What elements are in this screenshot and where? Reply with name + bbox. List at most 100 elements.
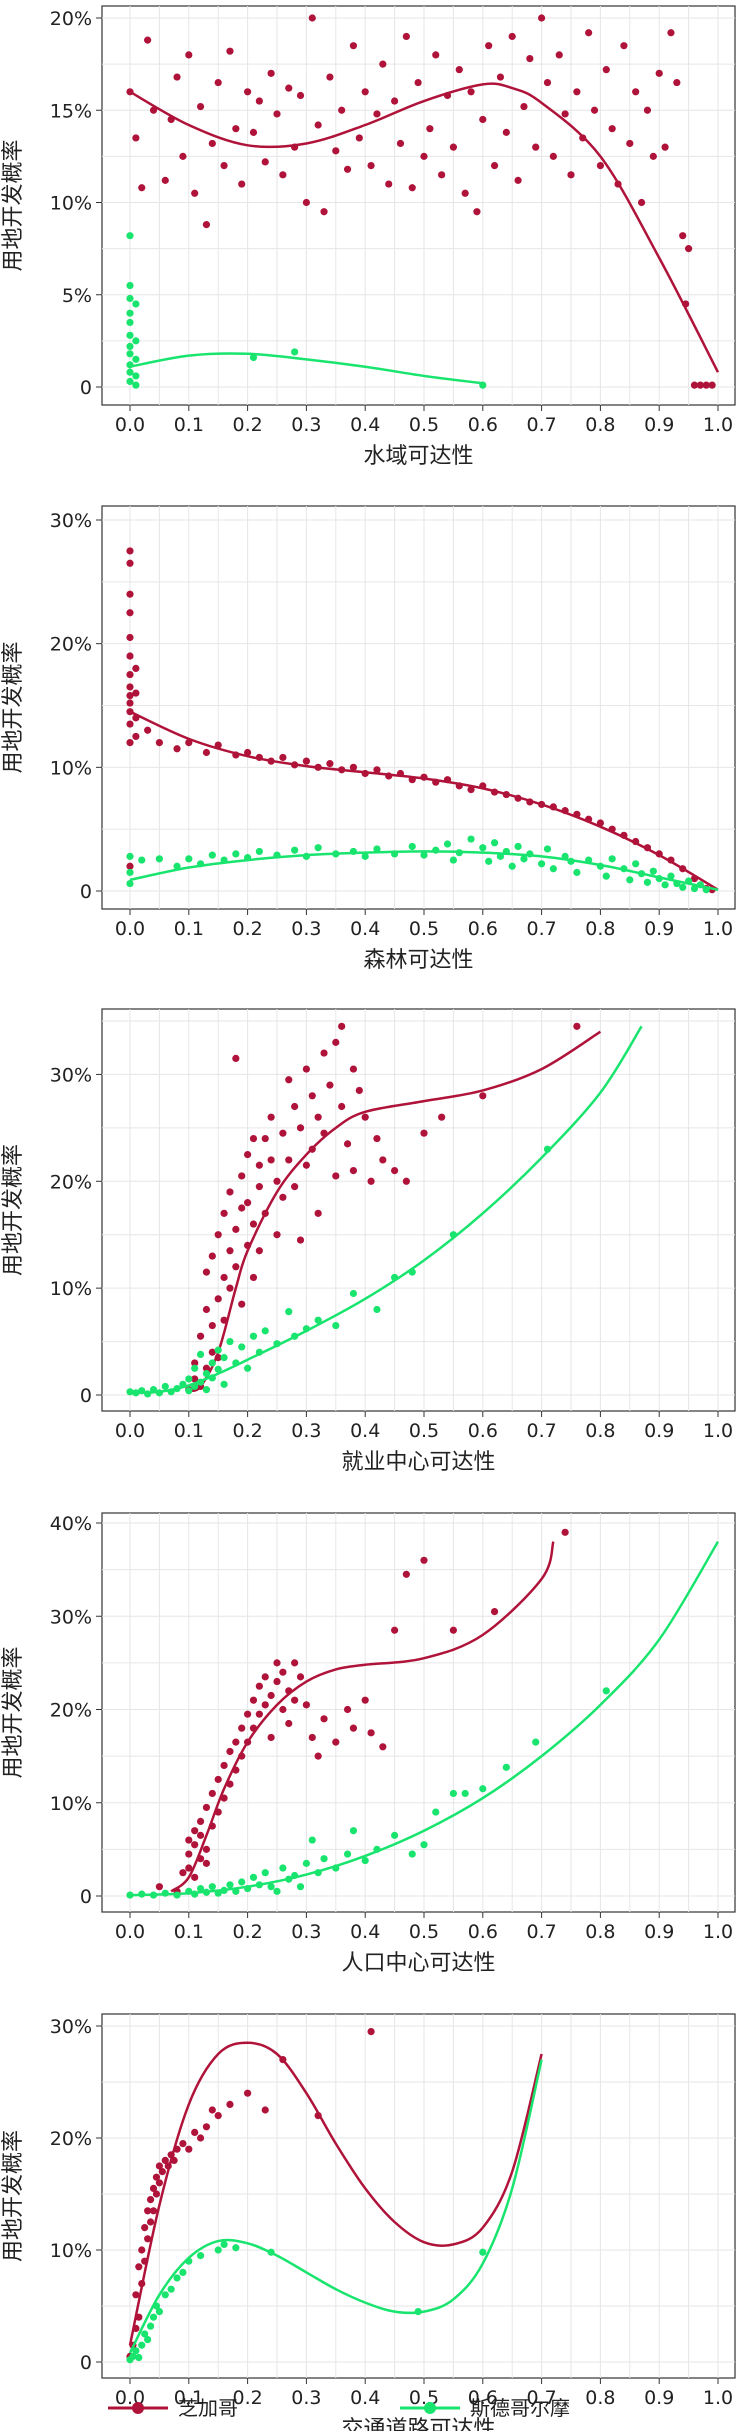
data-point-stockholm — [196, 1884, 205, 1893]
data-point-chicago — [285, 84, 293, 92]
data-point-stockholm — [126, 368, 134, 376]
plot-frame — [101, 1512, 736, 1913]
data-point-chicago — [214, 1231, 222, 1239]
data-point-stockholm — [573, 868, 581, 877]
y-tick-label: 0 — [80, 1385, 92, 1407]
data-point-chicago — [502, 790, 510, 799]
data-point-stockholm — [526, 850, 534, 858]
data-point-chicago — [185, 2145, 193, 2153]
data-point-chicago — [135, 2313, 143, 2321]
data-point-chicago — [226, 1247, 234, 1255]
data-point-stockholm — [261, 1327, 269, 1335]
data-point-chicago — [155, 2179, 163, 2187]
chart-panel-1: 0.0 0.1 0.2 0.3 0.4 0.5 0.6 0.7 0.8 0.9 1.0 0 5% 10% 1… — [1, 5, 736, 469]
data-point-chicago — [255, 1682, 263, 1690]
data-point-chicago — [302, 757, 310, 765]
data-point-stockholm — [249, 1873, 258, 1881]
data-point-chicago — [479, 115, 487, 124]
x-tick-label: 0.3 — [291, 1420, 321, 1442]
data-point-chicago — [208, 1822, 216, 1830]
data-point-chicago — [338, 106, 346, 114]
x-tick-label: 0.9 — [644, 1420, 674, 1442]
data-point-stockholm — [144, 1390, 152, 1398]
data-point-chicago — [173, 2145, 181, 2153]
data-point-chicago — [438, 171, 446, 179]
data-point-stockholm — [532, 1738, 540, 1746]
data-point-chicago — [637, 198, 646, 207]
data-point-chicago — [285, 1687, 293, 1695]
data-point-chicago — [349, 1167, 358, 1175]
data-point-chicago — [296, 91, 305, 100]
data-point-stockholm — [255, 1348, 263, 1356]
x-tick-label: 0.4 — [350, 2387, 380, 2409]
data-point-chicago — [673, 78, 681, 87]
data-point-stockholm — [414, 2308, 422, 2316]
data-point-stockholm — [191, 1890, 199, 1898]
y-axis-label: 用地开发概率 — [1, 139, 26, 271]
data-point-chicago — [573, 1022, 581, 1030]
data-point-stockholm — [214, 1365, 222, 1373]
data-point-chicago — [538, 800, 546, 809]
data-point-chicago — [579, 134, 587, 142]
data-point-stockholm — [126, 350, 134, 358]
data-point-chicago — [461, 189, 469, 197]
data-point-chicago — [220, 1794, 228, 1802]
data-point-stockholm — [179, 1380, 187, 1388]
y-tick-label: 20% — [50, 1171, 92, 1193]
data-point-chicago — [596, 819, 605, 827]
data-point-chicago — [170, 2156, 178, 2164]
data-point-chicago — [696, 381, 704, 389]
data-point-stockholm — [602, 872, 610, 880]
data-point-chicago — [343, 1705, 352, 1714]
data-point-chicago — [408, 776, 416, 784]
data-point-chicago — [320, 1129, 328, 1137]
data-point-stockholm — [126, 852, 134, 860]
data-point-stockholm — [661, 881, 669, 889]
data-point-stockholm — [208, 1359, 216, 1367]
data-point-chicago — [349, 1724, 358, 1732]
data-point-stockholm — [232, 2244, 240, 2252]
data-point-chicago — [573, 88, 581, 96]
data-point-chicago — [467, 88, 475, 96]
data-point-chicago — [238, 1752, 246, 1760]
x-tick-label: 0.6 — [468, 1420, 498, 1442]
data-point-chicago — [244, 1150, 252, 1159]
data-point-chicago — [573, 810, 581, 818]
data-point-chicago — [279, 1129, 287, 1137]
data-point-stockholm — [152, 2302, 161, 2310]
data-point-chicago — [643, 844, 652, 852]
data-point-chicago — [385, 772, 393, 780]
y-tick-label: 0 — [80, 377, 92, 399]
data-point-chicago — [490, 162, 499, 170]
data-point-stockholm — [132, 337, 140, 345]
data-point-chicago — [214, 2112, 222, 2120]
data-point-chicago — [255, 753, 263, 762]
data-point-chicago — [273, 1677, 281, 1686]
data-point-stockholm — [232, 850, 240, 858]
data-point-stockholm — [361, 852, 369, 860]
data-point-chicago — [320, 1049, 328, 1057]
data-point-chicago — [255, 97, 263, 105]
data-point-stockholm — [126, 309, 134, 317]
data-point-chicago — [367, 1729, 375, 1737]
x-tick-label: 0.0 — [115, 918, 145, 940]
data-point-chicago — [291, 1696, 299, 1704]
data-point-chicago — [179, 152, 187, 160]
data-point-chicago — [367, 162, 375, 170]
data-point-chicago — [314, 763, 322, 771]
data-point-stockholm — [155, 2308, 163, 2316]
data-point-chicago — [214, 741, 222, 749]
data-point-chicago — [249, 1134, 258, 1143]
data-point-chicago — [314, 1113, 322, 1121]
data-point-chicago — [152, 2190, 161, 2198]
data-point-chicago — [238, 1172, 246, 1180]
y-axis-label: 用地开发概率 — [1, 641, 26, 773]
data-point-chicago — [226, 2100, 234, 2108]
data-point-chicago — [244, 2089, 252, 2097]
data-point-stockholm — [191, 1364, 199, 1372]
data-point-stockholm — [449, 1789, 457, 1798]
data-point-chicago — [146, 2196, 155, 2204]
data-point-chicago — [379, 1743, 387, 1751]
data-point-stockholm — [432, 1808, 440, 1816]
data-point-stockholm — [432, 846, 440, 854]
